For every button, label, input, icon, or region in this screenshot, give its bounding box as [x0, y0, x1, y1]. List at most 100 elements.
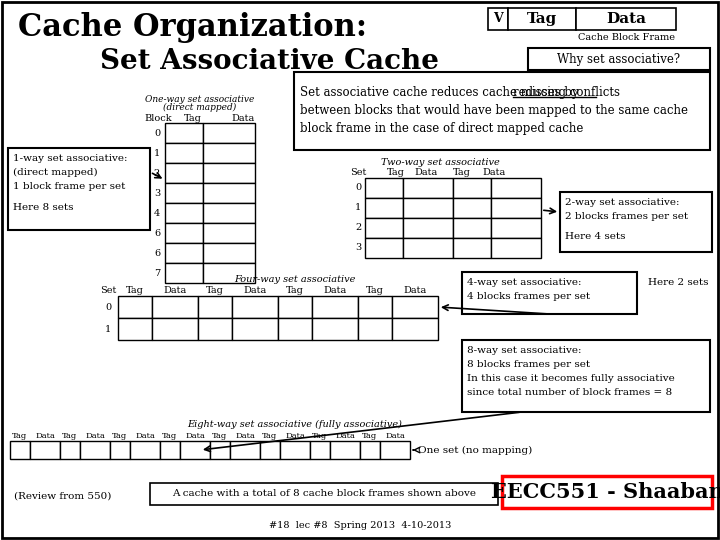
Text: Tag: Tag	[63, 432, 78, 440]
Bar	[491, 218, 541, 238]
Bar	[165, 123, 203, 143]
Text: 4: 4	[154, 208, 160, 218]
Bar	[403, 198, 453, 218]
Bar	[118, 318, 152, 340]
Text: Tag: Tag	[12, 432, 27, 440]
Text: A cache with a total of 8 cache block frames shown above: A cache with a total of 8 cache block fr…	[172, 489, 476, 498]
Bar	[180, 441, 210, 459]
Text: Tag: Tag	[184, 114, 202, 123]
Bar	[152, 318, 198, 340]
Text: Data: Data	[243, 286, 266, 295]
Text: block frame in the case of direct mapped cache: block frame in the case of direct mapped…	[300, 122, 583, 135]
Bar	[80, 441, 110, 459]
Text: Tag: Tag	[366, 286, 384, 295]
Bar	[152, 296, 198, 318]
Bar	[278, 296, 312, 318]
Bar	[203, 183, 255, 203]
Text: Tag: Tag	[206, 286, 224, 295]
Bar	[462, 272, 637, 314]
Bar	[403, 218, 453, 238]
Text: 7: 7	[154, 268, 160, 278]
Bar	[165, 183, 203, 203]
Bar	[491, 178, 541, 198]
Text: In this case it becomes fully associative: In this case it becomes fully associativ…	[467, 374, 675, 383]
Bar	[10, 441, 30, 459]
Bar	[203, 263, 255, 283]
Bar	[160, 441, 180, 459]
Text: Tag: Tag	[286, 286, 304, 295]
Text: 2-way set associative:: 2-way set associative:	[565, 198, 680, 207]
Text: 8-way set associative:: 8-way set associative:	[467, 346, 582, 355]
Text: Data: Data	[235, 432, 255, 440]
Text: 1: 1	[105, 325, 111, 334]
Bar	[380, 441, 410, 459]
Bar	[165, 223, 203, 243]
Text: Set Associative Cache: Set Associative Cache	[100, 48, 439, 75]
Text: EECC551 - Shaaban: EECC551 - Shaaban	[490, 482, 720, 502]
Text: Cache Organization:: Cache Organization:	[18, 12, 367, 43]
Text: One set (no mapping): One set (no mapping)	[418, 446, 532, 455]
Text: since total number of block frames = 8: since total number of block frames = 8	[467, 388, 672, 397]
Text: Why set associative?: Why set associative?	[557, 52, 680, 65]
Text: 2: 2	[355, 224, 361, 233]
Bar	[165, 243, 203, 263]
Text: 2 blocks frames per set: 2 blocks frames per set	[565, 212, 688, 221]
Bar	[30, 441, 60, 459]
Text: 0: 0	[355, 184, 361, 192]
Text: Tag: Tag	[212, 432, 228, 440]
Text: Tag: Tag	[112, 432, 127, 440]
Bar	[560, 192, 712, 252]
Text: Here 4 sets: Here 4 sets	[565, 232, 626, 241]
Bar	[358, 296, 392, 318]
Text: Set: Set	[350, 168, 366, 177]
Text: Four-way set associative: Four-way set associative	[234, 275, 356, 284]
Text: Data: Data	[403, 286, 427, 295]
Bar	[165, 163, 203, 183]
Bar	[508, 8, 576, 30]
Bar	[365, 198, 403, 218]
Text: Here 8 sets: Here 8 sets	[13, 203, 73, 212]
Bar	[203, 123, 255, 143]
Text: Tag: Tag	[453, 168, 471, 177]
Text: Data: Data	[285, 432, 305, 440]
Text: Data: Data	[85, 432, 105, 440]
Bar	[528, 48, 710, 70]
Bar	[310, 441, 330, 459]
Text: 3: 3	[154, 188, 160, 198]
Text: 6: 6	[154, 228, 160, 238]
Text: 3: 3	[355, 244, 361, 253]
Text: (direct mapped): (direct mapped)	[163, 103, 237, 112]
Bar	[392, 296, 438, 318]
Text: 1: 1	[154, 148, 160, 158]
Bar	[360, 441, 380, 459]
Text: (Review from 550): (Review from 550)	[14, 492, 112, 501]
Bar	[130, 441, 160, 459]
Bar	[453, 178, 491, 198]
Bar	[203, 223, 255, 243]
Text: Data: Data	[35, 432, 55, 440]
Text: Tag: Tag	[262, 432, 278, 440]
Text: 8 blocks frames per set: 8 blocks frames per set	[467, 360, 590, 369]
Bar	[294, 72, 710, 150]
Text: reducing conflicts: reducing conflicts	[513, 86, 619, 99]
Bar	[488, 8, 508, 30]
Bar	[232, 318, 278, 340]
Bar	[491, 198, 541, 218]
Text: 1-way set associative:: 1-way set associative:	[13, 154, 127, 163]
Text: Set: Set	[100, 286, 116, 295]
Bar	[312, 318, 358, 340]
Bar	[8, 148, 150, 230]
Bar	[165, 263, 203, 283]
Bar	[150, 483, 498, 505]
Text: 6: 6	[154, 248, 160, 258]
Text: 0: 0	[105, 302, 111, 312]
Bar	[576, 8, 676, 30]
Bar	[230, 441, 260, 459]
Text: Tag: Tag	[387, 168, 405, 177]
Bar	[210, 441, 230, 459]
Text: 4-way set associative:: 4-way set associative:	[467, 278, 582, 287]
Text: Tag: Tag	[126, 286, 144, 295]
Text: Data: Data	[135, 432, 155, 440]
Bar	[232, 296, 278, 318]
Bar	[260, 441, 280, 459]
